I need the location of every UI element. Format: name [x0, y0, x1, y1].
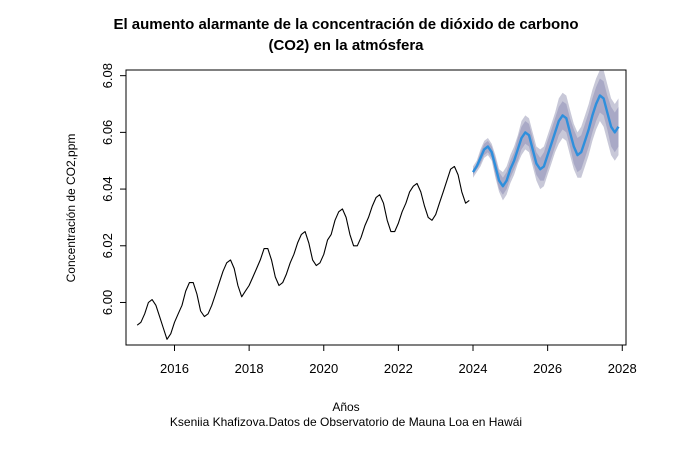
x-tick-label: 2018	[235, 361, 264, 376]
x-tick-label: 2020	[309, 361, 338, 376]
x-axis-label: Años	[332, 400, 360, 414]
chart-title: El aumento alarmante de la concentración…	[113, 16, 579, 33]
x-tick-label: 2028	[608, 361, 637, 376]
y-tick-label: 6.08	[100, 63, 115, 88]
y-axis: 6.00 6.02 6.04 6.06 6.08	[100, 63, 127, 315]
chart-lines	[136, 94, 620, 340]
y-axis-label: Concentración de CO2,ppm	[64, 134, 78, 283]
observed-line	[136, 165, 470, 340]
y-tick-label: 6.00	[100, 290, 115, 315]
x-tick-label: 2024	[459, 361, 488, 376]
chart-subtitle: Kseniia Khafizova.Datos de Observatorio …	[169, 415, 523, 429]
x-tick-label: 2022	[384, 361, 413, 376]
plot-frame	[125, 69, 627, 346]
chart-title-line-2: (CO2) en la atmósfera	[268, 37, 424, 54]
x-tick-label: 2026	[533, 361, 562, 376]
y-tick-label: 6.04	[100, 176, 115, 201]
forecast-confidence-bands	[473, 70, 619, 201]
y-tick-label: 6.02	[100, 233, 115, 258]
x-axis: 2016 2018 2020 2022 2024 2026 2028	[160, 344, 637, 376]
x-tick-label: 2016	[160, 361, 189, 376]
y-tick-label: 6.06	[100, 120, 115, 145]
forecast-band-inner	[473, 78, 619, 195]
forecast-line	[471, 94, 620, 188]
